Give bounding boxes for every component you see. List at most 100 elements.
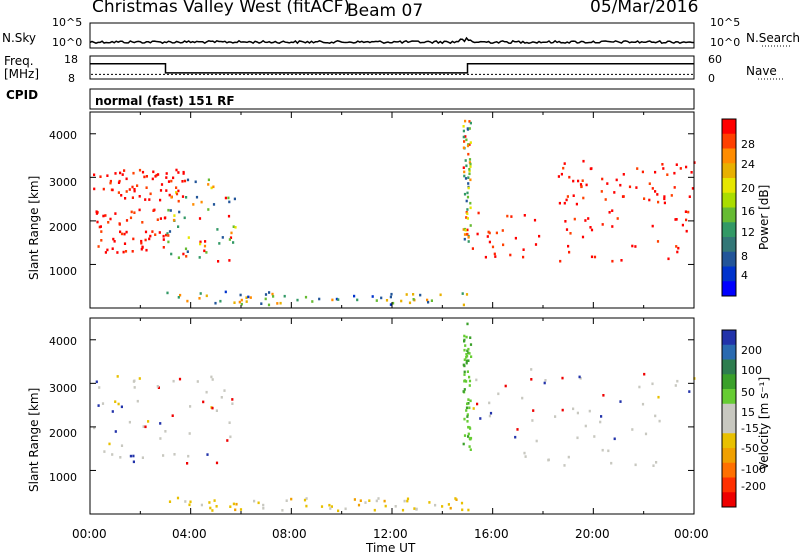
data-cell-power-6-50 [240, 302, 243, 306]
data-cell-power-0-9 [141, 246, 144, 249]
data-cell-power-4-40 [590, 255, 594, 259]
data-cell-velocity-10-55 [303, 498, 307, 502]
data-cell-velocity-8-47 [497, 392, 500, 396]
data-cell-power-1-59 [182, 172, 185, 175]
data-cell-power-6-28 [219, 299, 222, 303]
data-cell-velocity-7-13 [189, 405, 192, 408]
data-cell-velocity-8-35 [561, 376, 564, 380]
data-cell-power-0-25 [140, 241, 143, 245]
data-cell-power-1-4 [148, 198, 151, 201]
data-cell-power-3-56 [469, 178, 472, 182]
data-cell-velocity-10-6 [232, 502, 235, 506]
power-scatter [93, 119, 696, 307]
data-cell-power-3-23 [467, 152, 470, 156]
data-cell-velocity-10-23 [467, 508, 470, 512]
data-cell-power-4-55 [523, 214, 526, 217]
data-cell-velocity-10-47 [285, 499, 288, 502]
data-cell-power-2-27 [169, 209, 172, 212]
data-cell-velocity-9-28 [468, 384, 471, 387]
data-cell-power-6-52 [276, 302, 279, 305]
data-cell-power-0-54 [148, 237, 151, 241]
data-cell-power-3-11 [464, 159, 467, 162]
data-cell-power-5-1 [654, 190, 657, 193]
data-cell-velocity-10-3 [364, 501, 367, 504]
velocity-panel-frame [89, 317, 695, 515]
data-cell-velocity-10-10 [337, 509, 340, 513]
data-cell-velocity-8-5 [613, 437, 616, 441]
data-cell-power-5-31 [673, 171, 676, 175]
data-cell-velocity-10-28 [330, 505, 333, 508]
data-cell-velocity-10-36 [208, 501, 211, 504]
data-cell-velocity-9-13 [469, 336, 472, 339]
data-cell-velocity-7-46 [114, 400, 117, 403]
data-cell-power-5-49 [565, 198, 568, 202]
data-cell-velocity-7-53 [215, 409, 218, 412]
colorbar-swatch [722, 222, 736, 238]
data-cell-power-5-35 [600, 190, 603, 193]
data-cell-power-2-36 [203, 249, 206, 253]
data-cell-power-1-37 [165, 172, 168, 175]
data-cell-power-5-37 [619, 183, 622, 187]
data-cell-power-6-15 [412, 293, 415, 296]
data-cell-power-4-2 [510, 215, 513, 218]
colorbar-swatch [722, 251, 736, 267]
data-cell-power-1-22 [175, 168, 178, 172]
data-cell-velocity-10-44 [281, 509, 284, 512]
data-cell-power-5-7 [662, 167, 665, 170]
data-cell-power-3-5 [463, 237, 466, 241]
colorbar-swatch [722, 374, 736, 390]
data-cell-power-1-0 [93, 187, 96, 191]
data-cell-velocity-7-2 [111, 453, 114, 456]
data-cell-power-2-45 [167, 234, 170, 237]
data-cell-power-1-44 [183, 179, 187, 183]
data-cell-power-0-34 [118, 223, 121, 226]
data-cell-velocity-10-11 [262, 503, 265, 507]
vel-cbar-tick-100: 100 [741, 364, 762, 377]
data-cell-power-4-15 [608, 211, 611, 214]
data-cell-power-3-45 [468, 158, 472, 161]
data-cell-power-0-15 [154, 233, 157, 236]
data-cell-velocity-7-17 [95, 380, 98, 384]
data-cell-power-5-46 [566, 195, 569, 198]
data-cell-power-5-55 [560, 172, 563, 176]
data-cell-power-6-22 [335, 297, 338, 301]
data-cell-power-6-5 [390, 292, 393, 296]
data-cell-power-4-23 [573, 217, 576, 221]
data-cell-power-4-27 [538, 234, 541, 238]
data-cell-power-1-14 [109, 181, 112, 185]
nsky-tick-top: 10^5 [52, 16, 83, 29]
data-cell-velocity-7-37 [211, 406, 214, 410]
beam-label: Beam 07 [347, 1, 424, 21]
data-cell-power-3-0 [468, 161, 471, 164]
data-cell-power-0-48 [104, 251, 107, 254]
data-cell-power-5-14 [575, 202, 578, 206]
data-cell-velocity-10-19 [441, 505, 444, 508]
colorbar-swatch [722, 119, 736, 135]
data-cell-velocity-7-9 [133, 386, 136, 389]
data-cell-velocity-7-21 [132, 460, 135, 464]
data-cell-velocity-8-24 [531, 419, 534, 422]
data-cell-velocity-10-4 [375, 499, 378, 503]
data-cell-velocity-8-59 [610, 461, 613, 465]
data-cell-power-6-18 [371, 295, 374, 298]
data-cell-velocity-8-44 [631, 428, 634, 431]
freq-tick-top: 18 [64, 53, 78, 66]
data-cell-power-4-16 [687, 210, 690, 214]
data-cell-power-3-4 [469, 206, 472, 210]
data-cell-velocity-9-42 [463, 358, 466, 361]
data-cell-power-4-0 [495, 231, 498, 235]
data-cell-power-3-24 [469, 201, 472, 205]
colorbar-swatch [722, 448, 736, 464]
data-cell-power-4-45 [471, 247, 474, 250]
colorbar-swatch [722, 133, 736, 149]
data-cell-velocity-8-13 [643, 372, 646, 376]
data-cell-velocity-9-38 [465, 409, 468, 412]
data-cell-velocity-7-43 [147, 420, 150, 423]
colorbar-swatch [722, 433, 736, 449]
data-cell-power-5-16 [563, 162, 566, 165]
data-cell-power-5-12 [670, 194, 673, 197]
data-cell-power-2-44 [229, 236, 233, 239]
data-cell-velocity-9-46 [463, 364, 466, 368]
colorbar-swatch [722, 344, 736, 360]
data-cell-velocity-8-48 [584, 424, 587, 428]
